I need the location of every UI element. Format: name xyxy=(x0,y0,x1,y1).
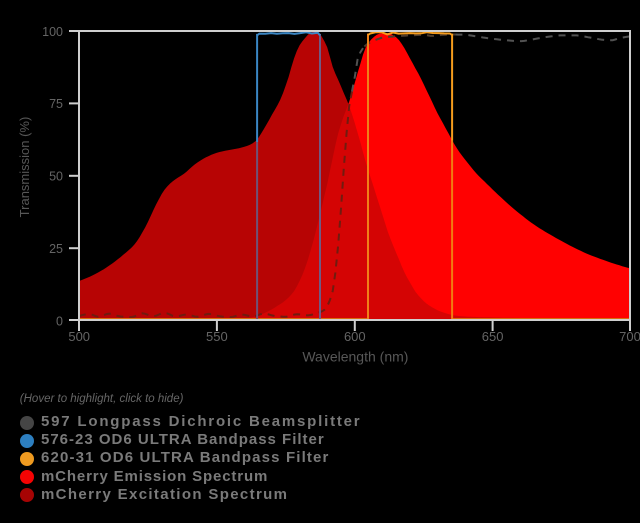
svg-text:75: 75 xyxy=(49,97,63,111)
svg-text:25: 25 xyxy=(49,242,63,256)
svg-text:100: 100 xyxy=(42,25,63,39)
svg-text:700: 700 xyxy=(619,329,640,344)
svg-text:650: 650 xyxy=(482,329,504,344)
svg-text:Transmission (%): Transmission (%) xyxy=(17,117,32,218)
svg-text:(Hover to highlight, click to: (Hover to highlight, click to hide) xyxy=(20,393,184,405)
svg-text:0: 0 xyxy=(56,314,63,328)
svg-text:Wavelength (nm): Wavelength (nm) xyxy=(302,349,408,365)
svg-text:50: 50 xyxy=(49,170,63,184)
svg-text:550: 550 xyxy=(206,329,228,344)
svg-text:500: 500 xyxy=(68,329,90,344)
svg-text:600: 600 xyxy=(344,329,366,344)
